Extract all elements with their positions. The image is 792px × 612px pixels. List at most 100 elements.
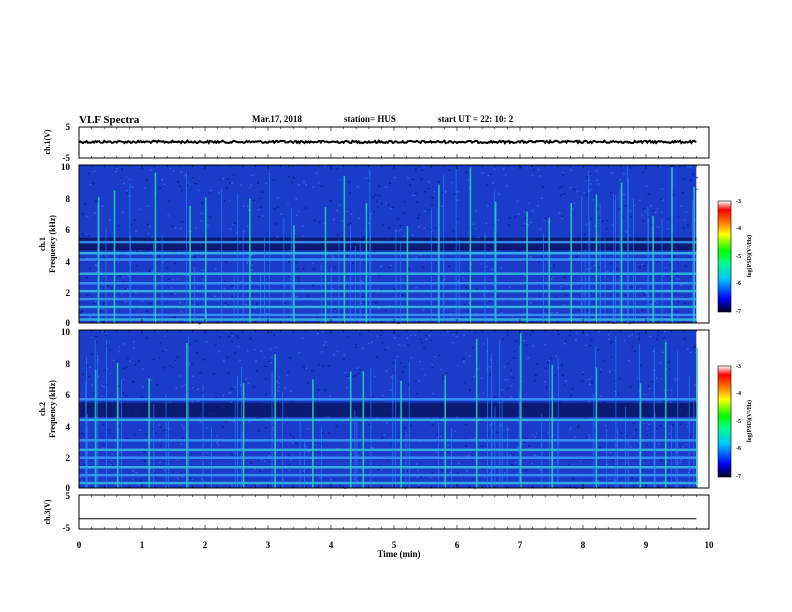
sferic-spike	[570, 203, 572, 323]
sferic-spike	[97, 197, 100, 323]
sferic-spike	[671, 167, 673, 323]
ch3-ytick-bottom: -5	[63, 523, 71, 533]
ch1-colorbar-tick-m5: -5	[736, 254, 741, 260]
ch1-spec-ylabel: ch.1	[38, 237, 47, 251]
time-axis-tick-label: 8	[581, 540, 586, 550]
ch1-waveform-line	[78, 139, 697, 145]
dark-band	[79, 402, 697, 417]
ch2-spec-ylabel: ch.2	[38, 402, 47, 416]
sferic-spike	[551, 365, 554, 488]
sferic-spike	[343, 175, 346, 323]
ch1-spectrogram-image	[79, 165, 709, 325]
sferic-spike	[639, 383, 642, 488]
frequency-band	[79, 252, 697, 255]
frequency-band	[79, 481, 697, 485]
frequency-band	[79, 313, 697, 317]
dark-band	[79, 237, 697, 251]
ch1-freq-tick-6: 6	[66, 225, 71, 235]
sferic-spike	[312, 379, 314, 488]
sferic-spike	[526, 211, 528, 323]
time-axis: 0 1 2 3 4 5 6 7 8 9 10	[77, 540, 714, 550]
station-label: station= HUS	[344, 114, 396, 124]
sferic-spike	[438, 184, 440, 323]
sferic-spike	[595, 194, 598, 323]
sferic-spike	[652, 216, 654, 323]
time-axis-tick-label: 1	[140, 540, 145, 550]
frequency-band	[79, 439, 697, 442]
sferic-spike	[113, 190, 116, 323]
sferic-spike	[494, 201, 497, 323]
ch2-freq-tick-0: 0	[66, 483, 71, 493]
sferic-spike	[324, 207, 327, 323]
frequency-band	[79, 305, 697, 309]
ch2-colorbar-tick-m4: -4	[736, 391, 741, 397]
frequency-band	[79, 418, 697, 422]
start-time-label: start UT = 22: 10: 2	[438, 114, 514, 124]
ch1-freq-tick-8: 8	[66, 194, 71, 204]
time-axis-tick-label: 5	[392, 540, 397, 550]
time-axis-tick-label: 6	[455, 540, 460, 550]
ch2-spectrogram-panel: 10 8 6 4 2 0 ch.2 Frequency (kHz) -3 -4 …	[38, 327, 753, 493]
time-axis-tick-label: 3	[266, 540, 271, 550]
figure-title: VLF Spectra	[79, 114, 140, 126]
time-axis-tick-label: 0	[77, 540, 82, 550]
sferic-spike	[620, 182, 623, 323]
frequency-band	[79, 258, 697, 261]
ch3-ytick-top: 5	[66, 491, 71, 501]
ch1-freq-tick-0: 0	[66, 318, 71, 328]
ch2-colorbar	[717, 365, 732, 478]
ch2-freq-tick-4: 4	[66, 422, 71, 432]
sferic-spike	[186, 343, 188, 488]
frequency-band	[79, 473, 697, 477]
ch3-ylabel: ch.3(V)	[43, 499, 52, 524]
ch1-colorbar-tick-m7: -7	[736, 309, 741, 315]
ch1-freq-tick-2: 2	[66, 288, 71, 298]
sferic-spike	[365, 203, 368, 323]
ch1-ylabel: ch.1(V)	[43, 129, 52, 154]
ch1-spec-ylabel-freq: Frequency (kHz)	[48, 215, 57, 273]
ch1-ytick-bottom: -5	[63, 153, 71, 163]
frequency-band	[79, 398, 697, 401]
axis-tick-marks	[78, 127, 710, 529]
sferic-spike	[362, 371, 365, 488]
sferic-spike	[293, 225, 295, 323]
ch2-freq-tick-2: 2	[66, 453, 71, 463]
time-axis-tick-label: 7	[518, 540, 523, 550]
frequency-band	[79, 289, 697, 293]
sferic-spike	[148, 378, 150, 488]
ch1-colorbar-tick-m6: -6	[736, 281, 741, 287]
ch1-colorbar-label: log(PSD)(V²/Hz)	[746, 235, 753, 277]
sferic-spike	[693, 186, 695, 323]
sferic-spike	[349, 371, 352, 488]
ch2-colorbar-tick-m5: -5	[736, 419, 741, 425]
ch2-freq-tick-10: 10	[61, 327, 71, 337]
sferic-spike	[400, 380, 402, 488]
ch2-colorbar-tick-m6: -6	[736, 446, 741, 452]
ch1-colorbar-tick-m3: -3	[736, 199, 741, 205]
time-axis-tick-label: 10	[705, 540, 715, 550]
ch2-spectrogram-image	[79, 330, 709, 490]
ch1-freq-tick-10: 10	[61, 162, 71, 172]
sferic-spike	[406, 225, 409, 323]
sferic-spike	[205, 197, 207, 323]
ch2-colorbar-tick-m3: -3	[736, 364, 741, 370]
ch2-spec-ylabel-freq: Frequency (kHz)	[48, 380, 57, 438]
ch1-spectrogram-panel: 10 8 6 4 2 0 ch.1 Frequency (kHz) -3 -4 …	[38, 162, 753, 328]
frequency-band	[79, 456, 697, 459]
frequency-band	[79, 318, 697, 321]
ch1-waveform-panel: 5 -5 ch.1(V)	[43, 122, 710, 163]
date-label: Mar.17, 2018	[252, 114, 302, 124]
ch2-freq-tick-8: 8	[66, 359, 71, 369]
ch2-colorbar-tick-m7: -7	[736, 474, 741, 480]
sferic-spike	[242, 383, 245, 488]
sferic-spike	[249, 198, 251, 323]
sferic-spike	[475, 338, 478, 488]
frequency-band	[79, 272, 697, 275]
ch1-colorbar	[717, 200, 732, 313]
sferic-spike	[664, 342, 667, 488]
sferic-spike	[696, 347, 698, 488]
sferic-spike	[274, 354, 276, 488]
frequency-band	[79, 466, 697, 469]
sferic-spike	[469, 167, 472, 323]
